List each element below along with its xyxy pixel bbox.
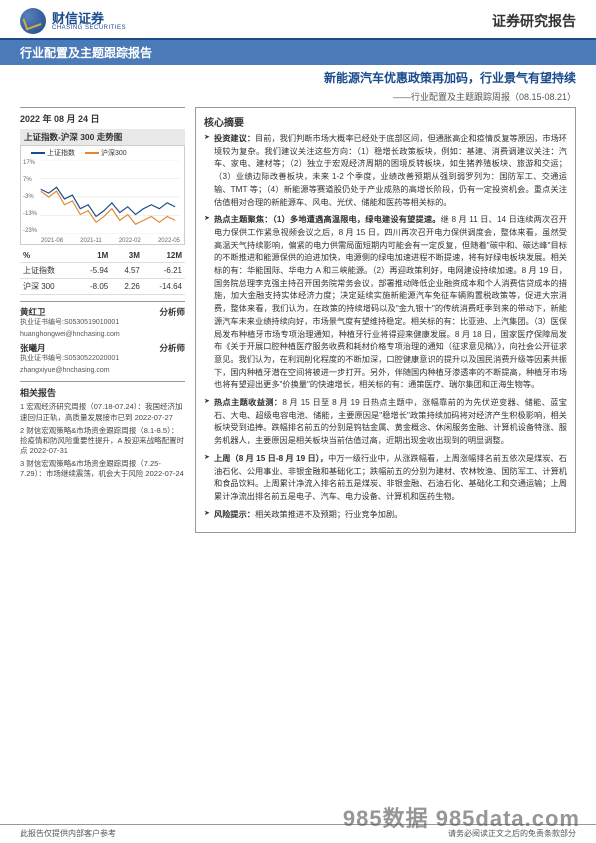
chart-svg xyxy=(21,160,184,234)
bullet-item: 热点主题收益测：8 月 15 日至 8 月 19 日热点主题中，涨幅靠前的为先伏… xyxy=(204,397,567,448)
chart-legend: 上证指数 沪深300 xyxy=(31,148,127,158)
legend-line-icon xyxy=(31,152,45,154)
legend-label: 上证指数 xyxy=(47,148,75,158)
analyst-name: 张曦月 xyxy=(20,342,46,354)
analyst-email: zhangxiyue@hnchasing.com xyxy=(20,366,185,375)
bullet-item: 热点主题聚焦：（1）多地遭遇高温限电，绿电建设有望提速。继 8 月 11 日、1… xyxy=(204,214,567,392)
analyst-role: 分析师 xyxy=(159,342,185,354)
legend-label: 沪深300 xyxy=(101,148,127,158)
main-title: 新能源汽车优惠政策再加码，行业景气有望持续 xyxy=(200,69,576,86)
summary-box: 核心摘要 投资建议：目前，我们判断市场大概率已经处于底部区间，但通胀高企和疫情反… xyxy=(195,107,576,533)
analyst-cert: 执业证书编号:S0530522020001 xyxy=(20,354,185,363)
table-row: 上证指数 -5.94 4.57 -6.21 xyxy=(20,263,185,279)
bullet-item: 上周（8 月 15 日-8 月 19 日），中万一级行业中，从涨跌幅看，上周涨幅… xyxy=(204,453,567,504)
related-report-item: 2 财信宏观策略&市场资金跟踪周报（8.1-8.5）：捡疫情和防风险重要性提升，… xyxy=(20,426,185,456)
table-row: 沪深 300 -8.05 2.26 -14.64 xyxy=(20,279,185,295)
series-line-2 xyxy=(41,191,175,224)
related-report-item: 3 财信宏观策略&市场资金跟踪周报（7.25-7.29）：市场继续震荡，机会大于… xyxy=(20,459,185,479)
watermark: 985数据 985data.com xyxy=(343,801,580,833)
analyst-name: 黄红卫 xyxy=(20,306,46,318)
title-area: 新能源汽车优惠政策再加码，行业景气有望持续 ——行业配置及主题跟踪周报（08.1… xyxy=(0,69,596,107)
bullet-item: 投资建议：目前，我们判断市场大概率已经处于底部区间，但通胀高企和疫情反复等原因，… xyxy=(204,133,567,209)
bullet-item: 风险提示：相关政策推进不及预期；行业竞争加剧。 xyxy=(204,509,567,522)
sub-title: ——行业配置及主题跟踪周报（08.15-08.21） xyxy=(200,90,576,103)
analyst-block: 黄红卫 分析师 执业证书编号:S0530519010001 huanghongw… xyxy=(20,301,185,375)
related-reports-title: 相关报告 xyxy=(20,381,185,399)
chart-title: 上证指数-沪深 300 走势图 xyxy=(20,129,185,145)
chart-x-axis: 2021-08 2021-11 2022-02 2022-05 xyxy=(41,238,180,244)
analyst-role: 分析师 xyxy=(159,306,185,318)
sidebar: 2022 年 08 月 24 日 上证指数-沪深 300 走势图 上证指数 沪深… xyxy=(20,107,185,533)
report-date: 2022 年 08 月 24 日 xyxy=(20,107,185,125)
logo-cn-text: 财信证券 xyxy=(52,12,126,25)
logo-en-text: CHASING SECURITIES xyxy=(52,25,126,31)
summary-title: 核心摘要 xyxy=(204,114,567,129)
logo: 财信证券 CHASING SECURITIES xyxy=(20,8,126,34)
category-bar: 行业配置及主题跟踪报告 xyxy=(0,40,596,65)
document-type: 证券研究报告 xyxy=(492,11,576,31)
legend-line-icon xyxy=(85,152,99,154)
report-header: 财信证券 CHASING SECURITIES 证券研究报告 xyxy=(0,0,596,40)
footer-left: 此报告仅提供内部客户参考 xyxy=(20,828,116,839)
logo-icon xyxy=(20,8,46,34)
index-chart: 上证指数 沪深300 17% 7% -3% -13% -23% 2021-08 xyxy=(20,145,185,245)
table-header-row: % 1M 3M 12M xyxy=(20,249,185,263)
performance-table: % 1M 3M 12M 上证指数 -5.94 4.57 -6.21 沪深 300… xyxy=(20,249,185,295)
related-report-item: 1 宏观经济研究周报（07.18-07.24）：我国经济加速回归正轨，高质量发展… xyxy=(20,402,185,422)
main-content: 核心摘要 投资建议：目前，我们判断市场大概率已经处于底部区间，但通胀高企和疫情反… xyxy=(195,107,576,533)
analyst-cert: 执业证书编号:S0530519010001 xyxy=(20,318,185,327)
analyst-email: huanghongwei@hnchasing.com xyxy=(20,330,185,339)
